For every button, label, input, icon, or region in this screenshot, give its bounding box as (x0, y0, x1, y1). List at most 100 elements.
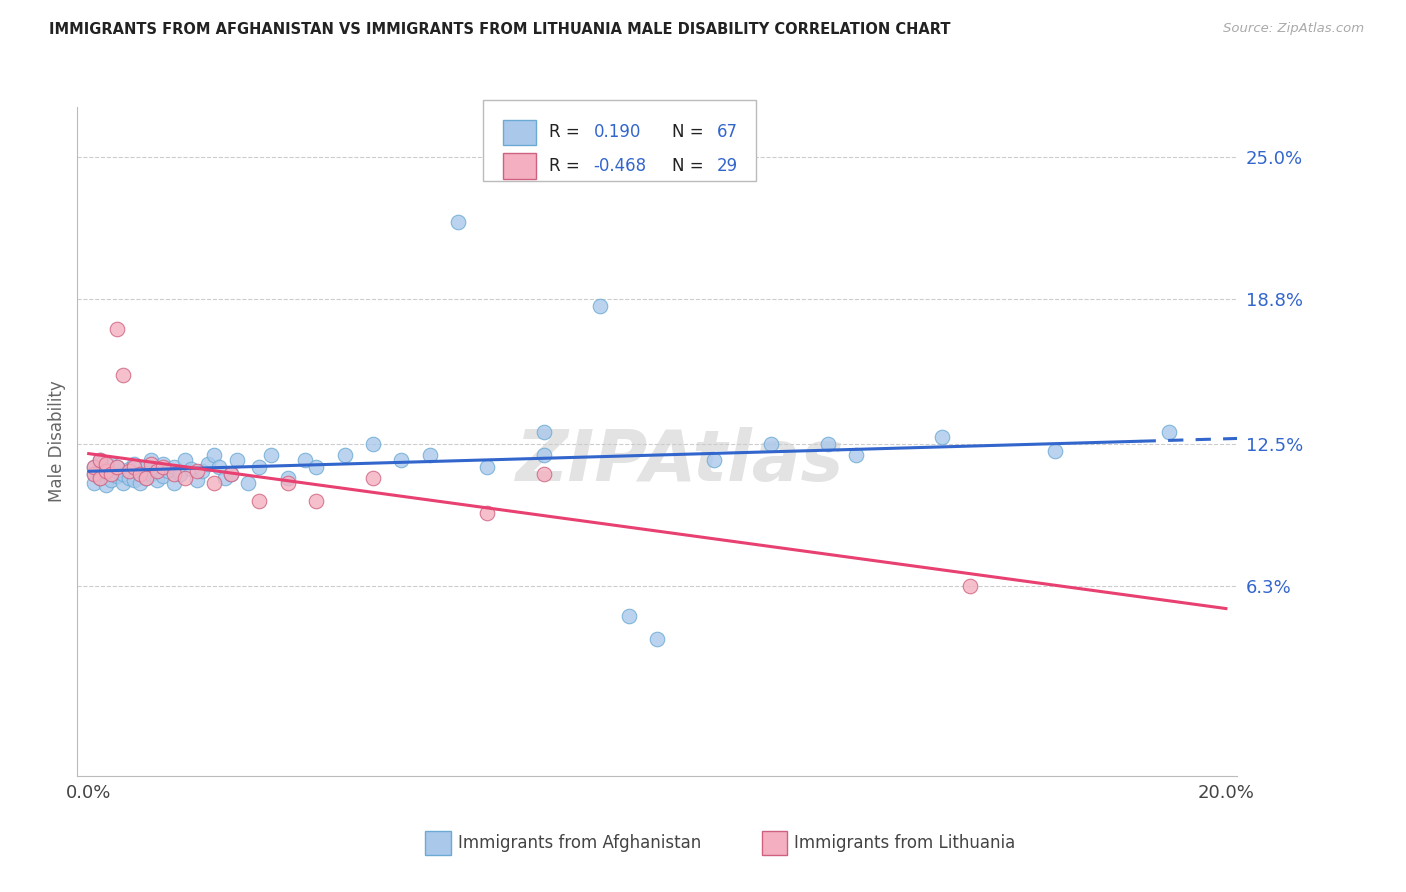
Point (817, 437, 839, 451)
Point (100, 474, 122, 488)
Point (146, 474, 169, 488)
FancyBboxPatch shape (425, 831, 451, 855)
Point (277, 475, 299, 490)
Point (111, 475, 134, 490)
Point (305, 459, 328, 474)
FancyBboxPatch shape (762, 831, 787, 855)
Text: 29: 29 (717, 157, 738, 175)
Point (305, 494, 328, 508)
Point (128, 467, 150, 481)
Text: ZIPAtlas: ZIPAtlas (516, 427, 845, 496)
FancyBboxPatch shape (503, 153, 536, 178)
Text: R =: R = (550, 157, 581, 175)
Point (146, 462, 169, 476)
Point (163, 475, 186, 490)
Text: N =: N = (672, 123, 704, 142)
Point (214, 471, 236, 485)
Text: -0.468: -0.468 (593, 157, 647, 175)
Point (111, 368, 134, 383)
Point (186, 474, 208, 488)
Point (533, 448, 555, 462)
Point (89, 453, 111, 467)
Point (117, 464, 139, 478)
Point (174, 453, 197, 467)
Point (111, 467, 134, 481)
Text: N =: N = (672, 157, 704, 175)
Point (83, 467, 105, 481)
Point (122, 474, 145, 488)
Point (117, 462, 139, 476)
Point (152, 459, 174, 474)
Point (105, 469, 128, 483)
Point (180, 462, 202, 476)
Point (208, 459, 231, 474)
Point (105, 464, 128, 478)
Point (163, 459, 186, 474)
Point (475, 459, 498, 474)
Point (152, 469, 174, 483)
Point (1045, 443, 1067, 458)
Point (1157, 425, 1180, 440)
Point (259, 448, 281, 462)
Point (225, 453, 247, 467)
Point (202, 475, 225, 490)
Point (294, 453, 316, 467)
Point (959, 579, 981, 593)
Point (117, 471, 139, 485)
Point (89, 453, 111, 467)
Point (135, 471, 157, 485)
Point (219, 467, 242, 481)
Point (447, 214, 470, 228)
Point (589, 299, 612, 313)
Point (174, 471, 197, 485)
Text: Immigrants from Afghanistan: Immigrants from Afghanistan (458, 834, 702, 852)
Point (100, 458, 122, 472)
Point (83, 459, 105, 474)
Point (122, 459, 145, 474)
Text: R =: R = (550, 123, 581, 142)
Text: 0.190: 0.190 (593, 123, 641, 142)
Point (219, 467, 242, 481)
Point (533, 467, 555, 481)
Point (146, 464, 169, 478)
Point (128, 467, 150, 481)
Point (89, 471, 111, 485)
Point (100, 467, 122, 481)
Point (94, 462, 117, 476)
Point (94, 464, 117, 478)
Point (105, 459, 128, 474)
Point (94, 458, 117, 472)
Point (333, 448, 356, 462)
Point (247, 459, 270, 474)
Point (122, 458, 145, 472)
Text: 67: 67 (717, 123, 738, 142)
Point (128, 475, 150, 490)
Point (141, 453, 163, 467)
Point (931, 430, 953, 444)
Point (197, 458, 219, 472)
Point (94, 478, 117, 492)
Point (135, 459, 157, 474)
Text: IMMIGRANTS FROM AFGHANISTAN VS IMMIGRANTS FROM LITHUANIA MALE DISABILITY CORRELA: IMMIGRANTS FROM AFGHANISTAN VS IMMIGRANT… (49, 22, 950, 37)
Point (89, 471, 111, 485)
Point (647, 632, 669, 646)
Point (141, 458, 163, 472)
Point (617, 608, 640, 623)
Point (152, 458, 174, 472)
Point (135, 471, 157, 485)
Point (759, 437, 782, 451)
Point (163, 467, 186, 481)
Point (83, 475, 105, 490)
Point (391, 453, 413, 467)
Point (845, 448, 868, 462)
Point (191, 464, 214, 478)
Point (475, 506, 498, 520)
Point (277, 471, 299, 485)
Point (202, 448, 225, 462)
Point (169, 467, 191, 481)
Point (361, 437, 384, 451)
Point (105, 459, 128, 474)
Point (89, 464, 111, 478)
Point (186, 464, 208, 478)
Text: Source: ZipAtlas.com: Source: ZipAtlas.com (1223, 22, 1364, 36)
